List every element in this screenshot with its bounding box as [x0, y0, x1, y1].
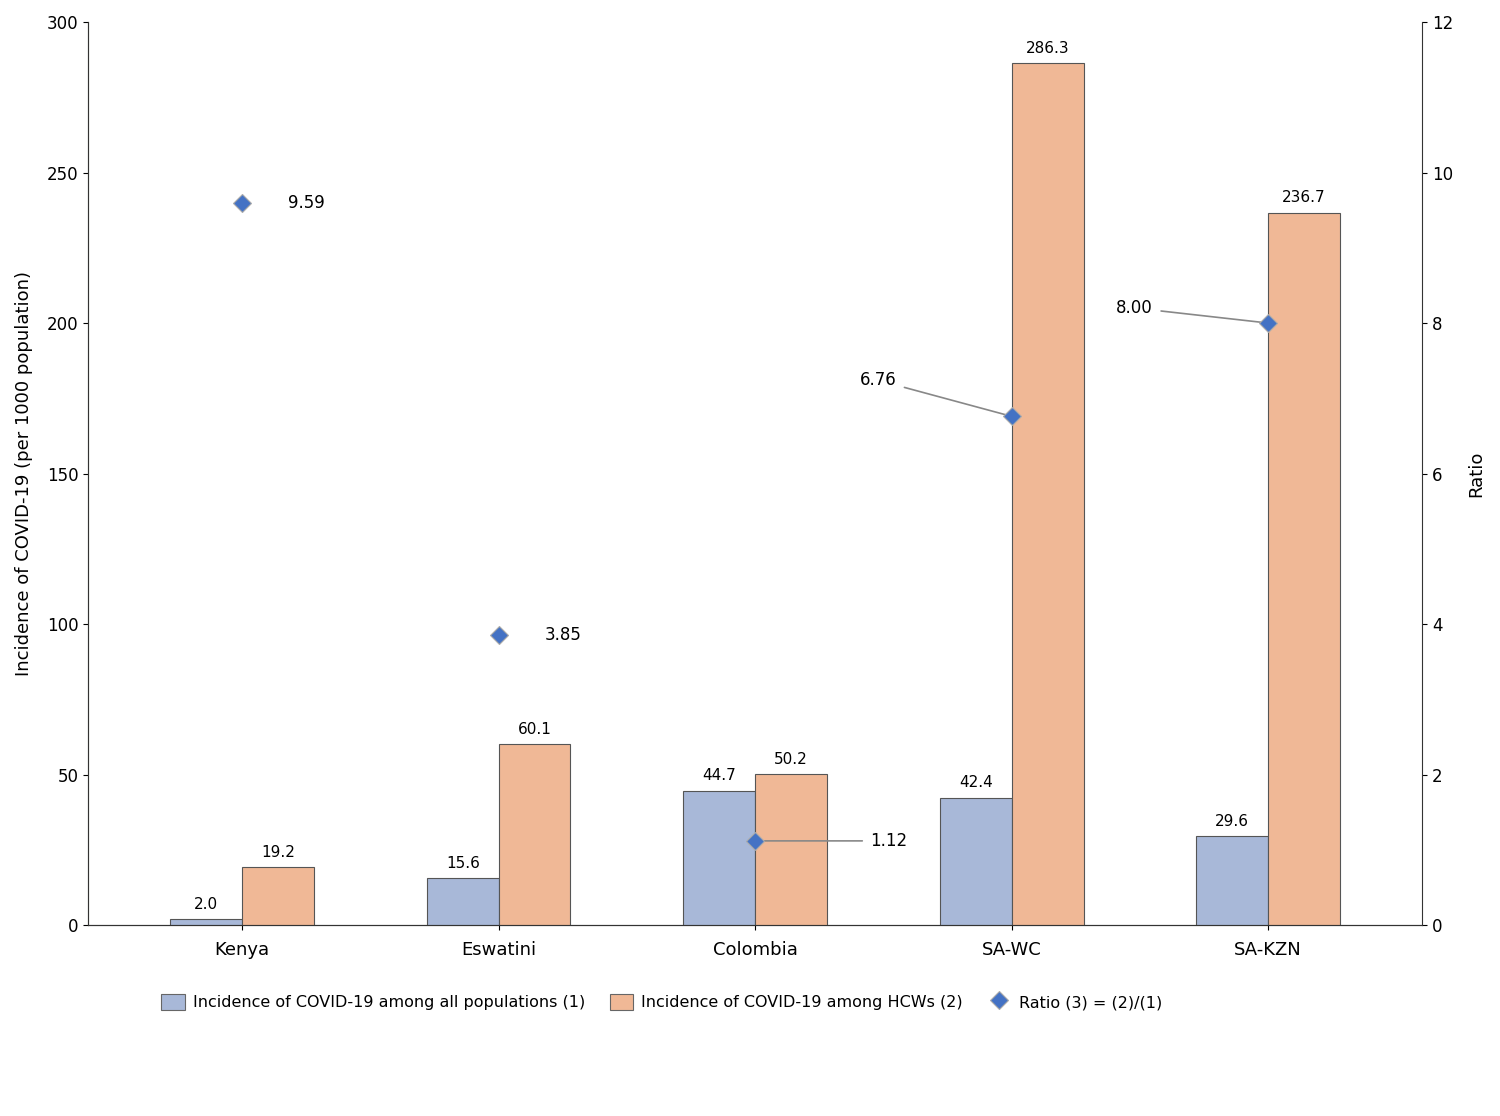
Bar — [498, 744, 570, 925]
Text: 1.12: 1.12 — [760, 831, 908, 850]
Text: 60.1: 60.1 — [518, 722, 552, 737]
Text: 8.00: 8.00 — [1116, 299, 1263, 323]
Text: 19.2: 19.2 — [261, 845, 296, 859]
Y-axis label: Incidence of COVID-19 (per 1000 population): Incidence of COVID-19 (per 1000 populati… — [15, 271, 33, 676]
Text: 29.6: 29.6 — [1215, 814, 1249, 828]
Text: 15.6: 15.6 — [446, 856, 480, 870]
Bar — [171, 920, 242, 925]
Bar — [940, 798, 1011, 925]
Text: 2.0: 2.0 — [194, 896, 219, 912]
Text: 50.2: 50.2 — [774, 751, 808, 767]
Text: 44.7: 44.7 — [702, 768, 736, 783]
Bar — [427, 878, 498, 925]
Bar — [684, 790, 754, 925]
Bar — [242, 867, 314, 925]
Y-axis label: Ratio: Ratio — [1467, 451, 1485, 497]
Bar — [754, 775, 826, 925]
Text: 236.7: 236.7 — [1282, 190, 1326, 205]
Text: 3.85: 3.85 — [544, 626, 582, 644]
Bar — [1011, 64, 1083, 925]
Text: 42.4: 42.4 — [958, 775, 993, 790]
Bar — [1197, 836, 1268, 925]
Text: 9.59: 9.59 — [288, 194, 326, 212]
Legend: Incidence of COVID-19 among all populations (1), Incidence of COVID-19 among HCW: Incidence of COVID-19 among all populati… — [154, 988, 1168, 1017]
Bar — [1268, 212, 1340, 925]
Text: 6.76: 6.76 — [859, 372, 1006, 415]
Text: 286.3: 286.3 — [1026, 40, 1069, 56]
